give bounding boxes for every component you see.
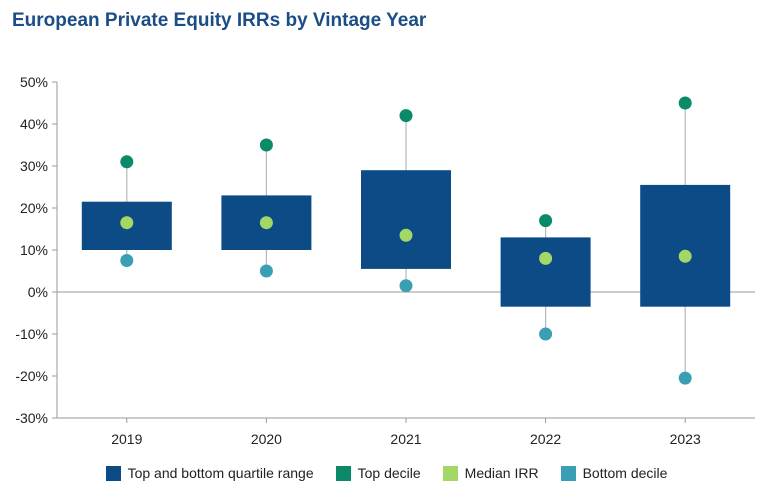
legend-swatch-median-irr bbox=[442, 465, 458, 481]
legend-item-quartile-range: Top and bottom quartile range bbox=[105, 465, 314, 481]
y-tick-label: -30% bbox=[15, 410, 48, 426]
quartile-box bbox=[361, 170, 451, 269]
median-point bbox=[259, 216, 273, 230]
legend-swatch-top-decile bbox=[335, 465, 351, 481]
top-decile-point bbox=[399, 109, 413, 123]
quartile-box bbox=[500, 237, 591, 307]
y-tick-label: -10% bbox=[15, 326, 48, 342]
x-tick-label: 2022 bbox=[530, 431, 561, 447]
x-tick-label: 2023 bbox=[670, 431, 701, 447]
box-plot-chart: 50% 40% 30% 20% 10% 0% -10% -20% -30% 2019 2020 202… bbox=[15, 74, 755, 447]
top-decile-point bbox=[120, 155, 134, 169]
median-point bbox=[539, 251, 553, 265]
y-tick-label: -20% bbox=[15, 368, 48, 384]
y-tick-label: 30% bbox=[20, 158, 48, 174]
legend-label-top-decile: Top decile bbox=[357, 465, 421, 481]
median-point bbox=[120, 216, 134, 230]
legend-item-bottom-decile: Bottom decile bbox=[560, 465, 668, 481]
legend-swatch-quartile-range bbox=[105, 465, 121, 481]
legend-label-median-irr: Median IRR bbox=[464, 465, 539, 481]
y-tick-label: 20% bbox=[20, 200, 48, 216]
legend-item-median-irr: Median IRR bbox=[442, 465, 539, 481]
legend-item-top-decile: Top decile bbox=[335, 465, 421, 481]
legend-swatch-bottom-decile bbox=[560, 465, 576, 481]
y-tick-label: 50% bbox=[20, 74, 48, 90]
top-decile-point bbox=[259, 138, 273, 152]
median-point bbox=[399, 228, 413, 242]
y-tick-label: 0% bbox=[28, 284, 48, 300]
bottom-decile-point bbox=[539, 327, 553, 341]
x-tick-label: 2021 bbox=[390, 431, 421, 447]
quartile-box bbox=[640, 184, 731, 307]
bottom-decile-point bbox=[399, 279, 413, 293]
top-decile-point bbox=[678, 96, 692, 110]
y-tick-label: 10% bbox=[20, 242, 48, 258]
x-tick-label: 2019 bbox=[111, 431, 142, 447]
chart-title: European Private Equity IRRs by Vintage … bbox=[12, 10, 427, 31]
median-point bbox=[678, 249, 692, 263]
bottom-decile-point bbox=[120, 254, 134, 267]
legend: Top and bottom quartile range Top decile… bbox=[0, 465, 773, 481]
bottom-decile-point bbox=[678, 371, 692, 385]
legend-label-quartile-range: Top and bottom quartile range bbox=[127, 465, 314, 481]
top-decile-point bbox=[539, 214, 553, 228]
bottom-decile-point bbox=[259, 264, 273, 278]
x-tick-label: 2020 bbox=[251, 431, 282, 447]
legend-label-bottom-decile: Bottom decile bbox=[582, 465, 668, 481]
y-tick-label: 40% bbox=[20, 116, 48, 132]
